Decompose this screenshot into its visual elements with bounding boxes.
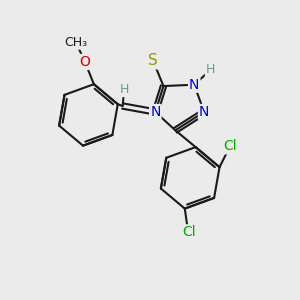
Text: N: N <box>199 105 209 119</box>
Text: Cl: Cl <box>182 225 196 239</box>
Text: O: O <box>80 55 90 69</box>
Text: Cl: Cl <box>223 140 237 153</box>
Text: S: S <box>148 53 158 68</box>
Text: H: H <box>206 63 215 76</box>
Text: CH₃: CH₃ <box>64 36 88 49</box>
Text: N: N <box>189 78 200 92</box>
Text: N: N <box>150 105 160 119</box>
Text: H: H <box>119 83 129 96</box>
